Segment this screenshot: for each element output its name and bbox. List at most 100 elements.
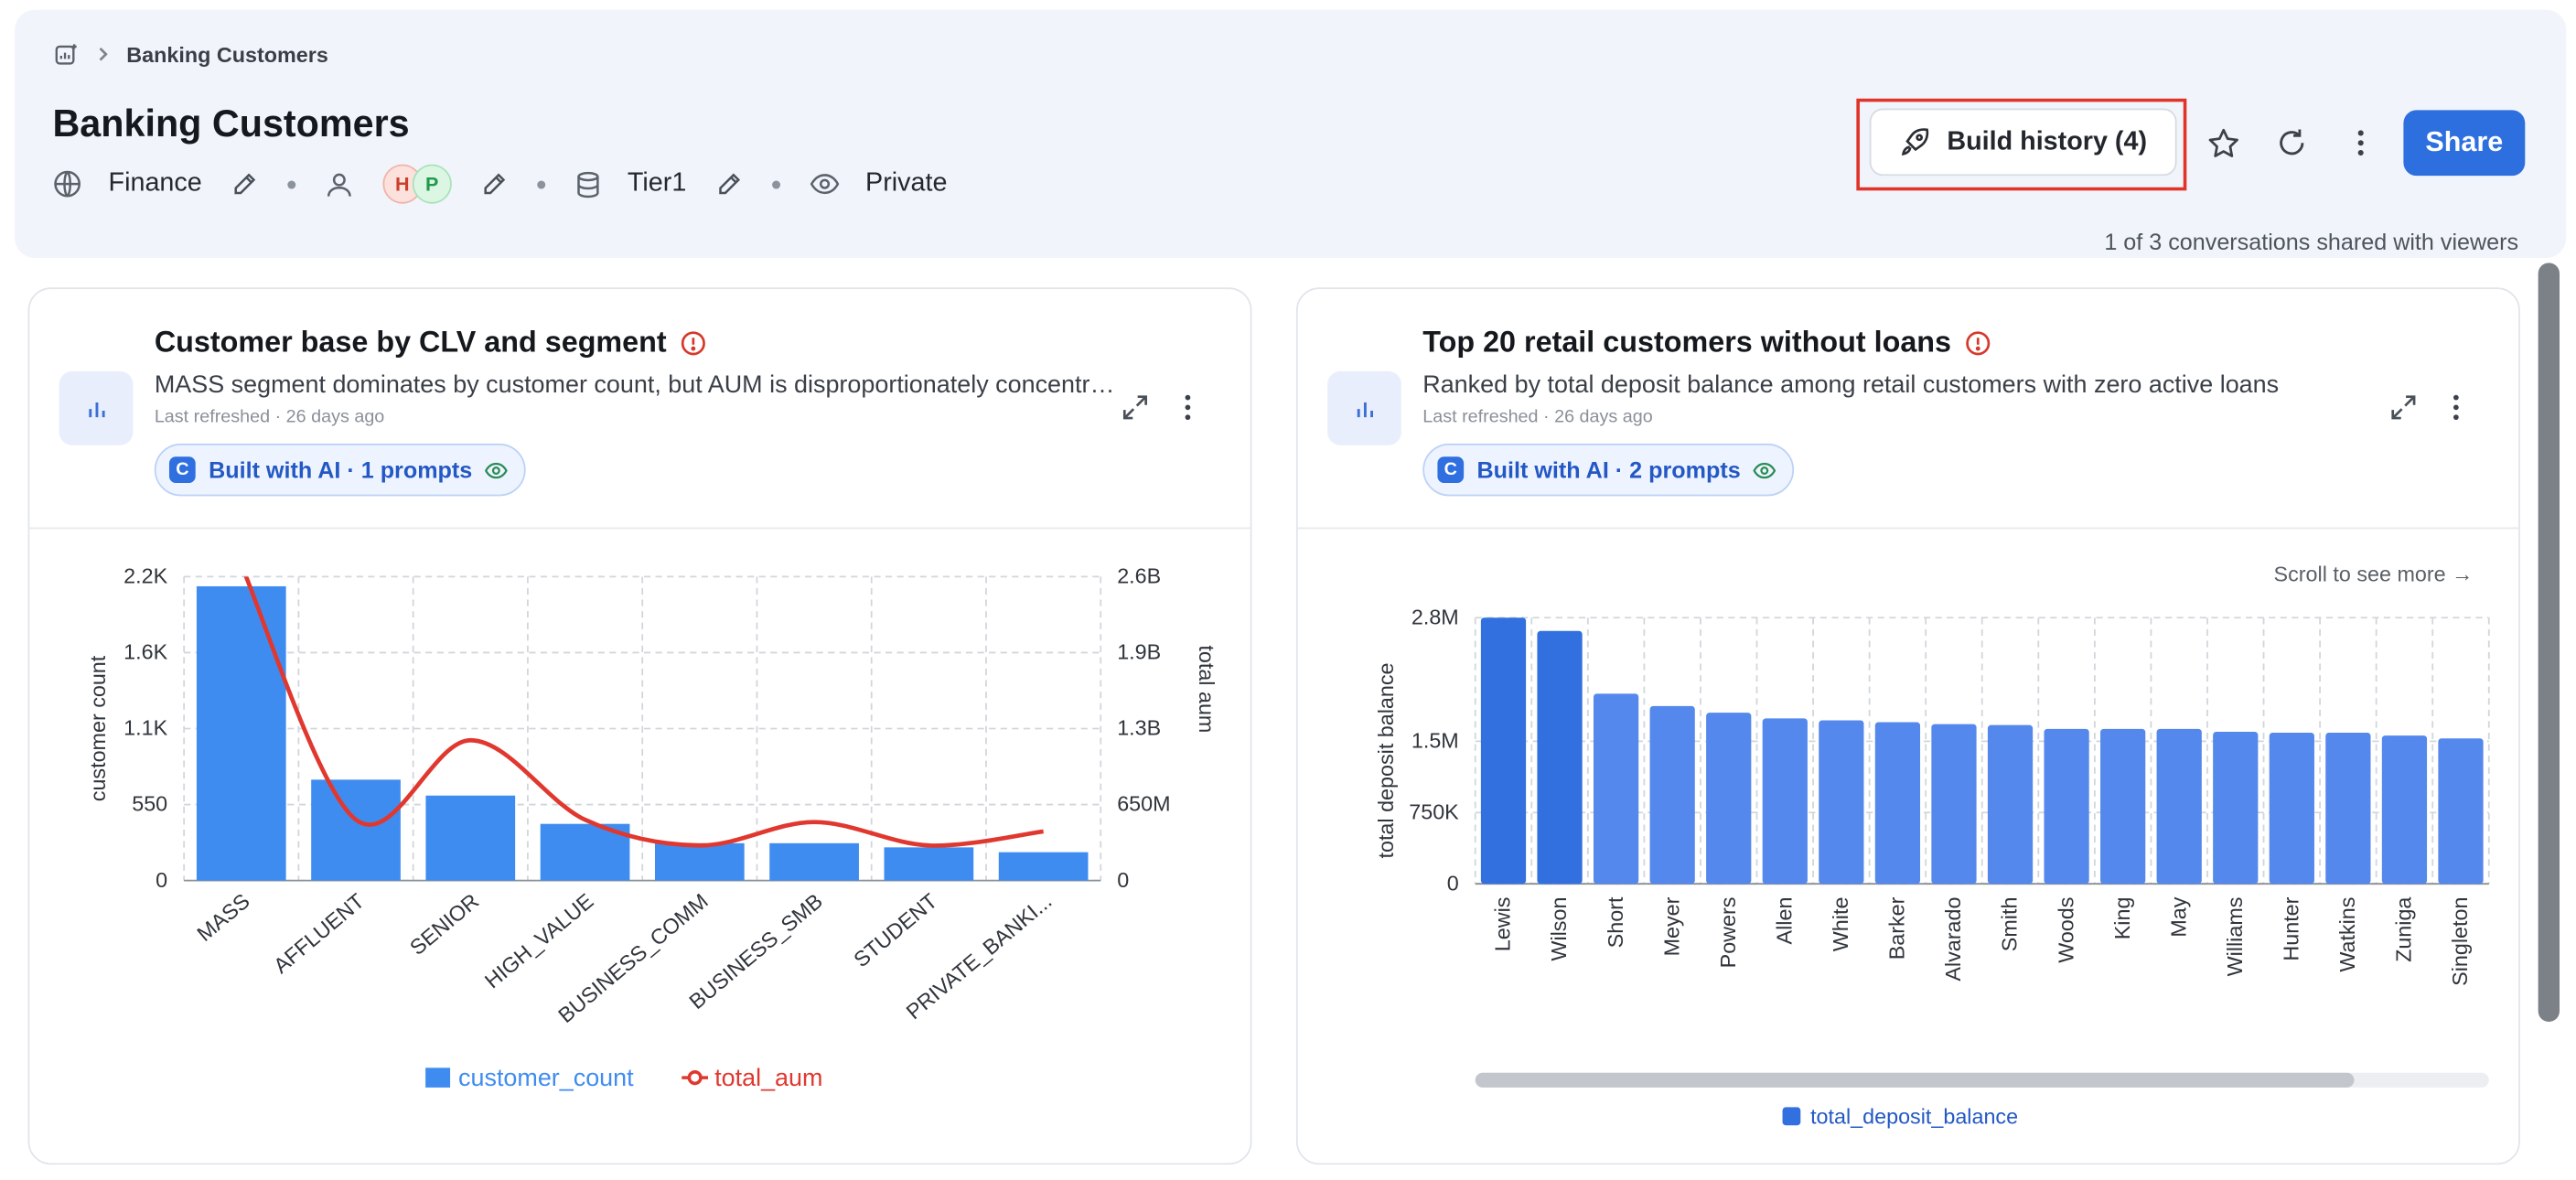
legend-swatch <box>1782 1107 1801 1126</box>
bar <box>2269 732 2314 885</box>
tier-label: Tier1 <box>627 168 687 198</box>
ai-logo-icon: C <box>168 456 196 483</box>
highlight-frame <box>1856 98 2187 191</box>
x-tick-label: Powers <box>1716 897 1740 969</box>
y-tick-label: 2.8M <box>1411 605 1459 628</box>
bar <box>1537 630 1583 885</box>
scroll-hint: Scroll to see more → <box>2273 562 2474 587</box>
ai-badge-label: Built with AI · 2 prompts <box>1476 456 1741 483</box>
x-tick-label: Zuniga <box>2392 897 2416 962</box>
visibility-meta[interactable]: Private <box>810 169 947 198</box>
edit-tier-icon[interactable] <box>716 171 743 198</box>
y-axis-title: total deposit balance <box>1374 663 1398 859</box>
card-divider <box>1297 527 2519 530</box>
meta-separator <box>771 179 780 188</box>
bar <box>769 842 859 881</box>
x-tick-label: Hunter <box>2280 896 2303 960</box>
card-title-text: Top 20 retail customers without loans <box>1422 325 1952 359</box>
y2-tick-label: 1.3B <box>1117 716 1161 740</box>
tier-meta: Tier1 <box>574 169 742 198</box>
meta-separator <box>537 179 546 188</box>
breadcrumb-current[interactable]: Banking Customers <box>126 42 328 68</box>
legend-label: total_aum <box>714 1064 822 1091</box>
dashboard-icon[interactable] <box>54 43 79 68</box>
x-tick-label: Lewis <box>1491 897 1515 952</box>
owners-meta: H P <box>325 164 508 204</box>
x-tick-label: Allen <box>1772 897 1796 945</box>
legend-label: customer_count <box>458 1064 634 1091</box>
y-tick-label: 1.6K <box>123 640 167 664</box>
chart-card-clv-segment: Customer base by CLV and segment MASS se… <box>27 287 1252 1165</box>
edit-domain-icon[interactable] <box>231 171 258 198</box>
warning-icon[interactable] <box>680 329 706 356</box>
globe-icon <box>52 169 81 198</box>
bar <box>1819 720 1864 885</box>
chart-scrollbar-thumb[interactable] <box>1475 1072 2355 1088</box>
eye-icon <box>810 173 839 196</box>
y-tick-label: 550 <box>132 792 167 816</box>
bar <box>425 795 516 881</box>
x-tick-label: STUDENT <box>849 889 941 972</box>
x-tick-label: MASS <box>192 889 253 946</box>
combo-chart: 0 550 1.1K 1.6K 2.2K 0 650M 1.3B 1.9B 2.6B MASS AFF… <box>86 564 1218 1092</box>
more-options-icon[interactable] <box>1183 392 1193 430</box>
x-tick-label: Singleton <box>2448 897 2472 986</box>
bar <box>2100 728 2146 885</box>
star-icon[interactable] <box>2200 120 2246 166</box>
series-line-total-aum <box>243 576 1044 848</box>
meta-separator <box>287 179 296 188</box>
x-tick-label: Wilson <box>1547 897 1571 961</box>
y2-tick-label: 2.6B <box>1117 564 1161 588</box>
domain-label: Finance <box>108 168 202 198</box>
bar <box>1480 617 1527 885</box>
dashboard-meta: Finance H P <box>52 164 947 204</box>
x-tick-label: AFFLUENT <box>269 889 369 978</box>
bar <box>2213 731 2259 885</box>
x-tick-label: HIGH_VALUE <box>480 889 598 993</box>
card-divider <box>29 527 1250 530</box>
bar <box>311 779 401 881</box>
bar <box>1874 722 1921 885</box>
x-tick-label: Watkins <box>2335 897 2359 972</box>
breadcrumb: Banking Customers <box>54 43 328 68</box>
page-scrollbar[interactable] <box>2538 263 2560 1023</box>
y-tick-label: 0 <box>1447 871 1459 895</box>
bar <box>2156 728 2202 885</box>
avatar[interactable]: P <box>412 164 452 204</box>
bar <box>196 585 286 881</box>
expand-icon[interactable] <box>1121 392 1150 430</box>
last-refreshed: Last refreshed · 26 days ago <box>1422 407 1653 427</box>
built-with-ai-badge[interactable]: C Built with AI · 1 prompts <box>154 443 527 497</box>
y-axis-title: customer count <box>86 655 110 801</box>
bar <box>2044 728 2089 885</box>
bar-chart: 0 750K 1.5M 2.8M Lewis Wilson Short Meyer Powers… <box>1374 605 2490 1128</box>
x-tick-label: May <box>2166 896 2190 937</box>
x-tick-label: Short <box>1604 896 1627 948</box>
x-tick-label: Alvarado <box>1941 897 1965 982</box>
more-options-icon[interactable] <box>2338 120 2384 166</box>
y-tick-label: 2.2K <box>123 564 167 588</box>
chart-card-top20-retail: Top 20 retail customers without loans Ra… <box>1295 287 2520 1165</box>
share-button[interactable]: Share <box>2403 110 2526 177</box>
legend-label: total_deposit_balance <box>1810 1104 2018 1128</box>
warning-icon[interactable] <box>1964 329 1991 356</box>
bar <box>2438 738 2484 885</box>
built-with-ai-badge[interactable]: C Built with AI · 2 prompts <box>1422 443 1795 497</box>
card-description: MASS segment dominates by customer count… <box>154 370 1116 400</box>
bar <box>1593 693 1639 885</box>
card-description: Ranked by total deposit balance among re… <box>1422 370 2280 400</box>
bar-chart-icon <box>59 370 134 445</box>
build-history-button[interactable]: Build history (4) <box>1869 108 2177 177</box>
expand-icon[interactable] <box>2388 392 2418 430</box>
eye-icon <box>1754 461 1777 479</box>
x-tick-label: Barker <box>1885 896 1909 960</box>
y2-tick-label: 650M <box>1117 792 1170 816</box>
last-refreshed: Last refreshed · 26 days ago <box>154 407 385 427</box>
edit-owners-icon[interactable] <box>481 171 508 198</box>
visibility-label: Private <box>865 168 948 198</box>
more-options-icon[interactable] <box>2451 392 2461 430</box>
y-tick-label: 1.5M <box>1411 729 1459 753</box>
refresh-icon[interactable] <box>2269 120 2314 166</box>
rocket-icon <box>1899 126 1930 157</box>
domain-meta: Finance <box>52 169 257 198</box>
